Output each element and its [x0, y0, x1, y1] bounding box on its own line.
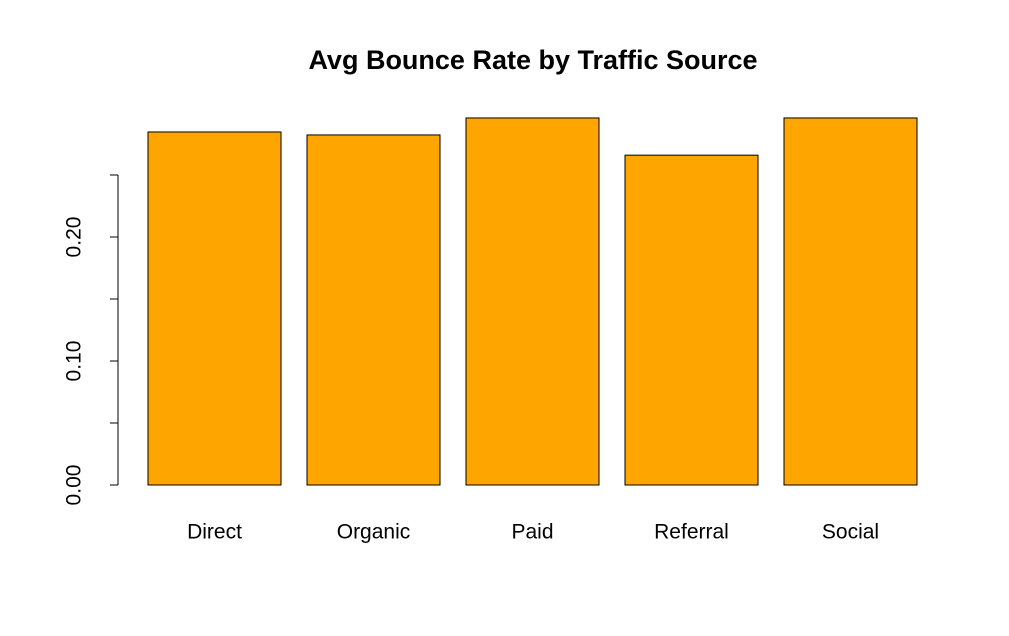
y-tick-label: 0.10 [63, 341, 86, 382]
bar [306, 134, 441, 486]
x-tick-label: Direct [187, 521, 242, 544]
x-tick-label: Paid [511, 521, 553, 544]
x-tick-label: Organic [337, 521, 411, 544]
bar [465, 117, 600, 486]
chart-title: Avg Bounce Rate by Traffic Source [308, 45, 757, 75]
x-tick-label: Referral [654, 521, 729, 544]
bar [147, 131, 282, 486]
y-tick-label: 0.00 [63, 465, 86, 506]
bar [783, 117, 918, 486]
y-tick-label: 0.20 [63, 217, 86, 258]
x-tick-label: Social [822, 521, 879, 544]
bar [624, 154, 759, 486]
